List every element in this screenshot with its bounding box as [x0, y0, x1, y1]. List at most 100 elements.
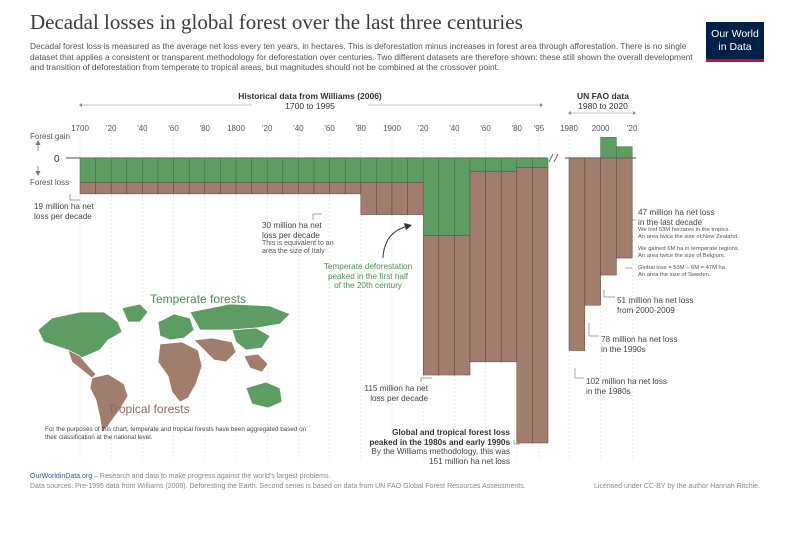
temperate-peak-arrow-head	[404, 223, 412, 230]
bar-temperate	[204, 157, 221, 183]
bar-temperate-gain	[600, 136, 617, 159]
bar-tropical	[469, 170, 486, 363]
bar-tropical	[407, 182, 424, 215]
section-title: UN FAO data	[577, 91, 629, 101]
bar-tropical	[516, 167, 533, 444]
bar-temperate	[157, 157, 174, 183]
chart-subtitle: Decadal forest loss is measured as the a…	[30, 41, 693, 73]
bar-temperate	[376, 157, 393, 183]
bar-temperate	[329, 157, 346, 183]
southeast-asia-shape	[243, 353, 269, 373]
x-tick-label: 1700	[71, 124, 89, 133]
bar-tropical	[422, 235, 440, 376]
bar-tropical	[485, 170, 502, 363]
bar-tropical	[110, 182, 128, 195]
map-tropical-label: Tropical forests	[108, 402, 190, 416]
bar-temperate	[438, 157, 455, 236]
bar-temperate	[422, 157, 440, 236]
annotation-19m: 19 million ha net loss per decade	[34, 202, 94, 221]
range-arrow-left	[568, 111, 571, 115]
x-tick-label: 2000	[592, 124, 610, 133]
axis-break-2	[553, 153, 559, 163]
x-tick-label: '60	[168, 124, 179, 133]
bar-tropical	[235, 182, 252, 195]
footer-site-link[interactable]: OurWorldinData.org	[30, 473, 93, 480]
greenland-shape	[121, 303, 149, 323]
china-shape	[231, 327, 271, 351]
bar-temperate	[532, 157, 549, 168]
bar-tropical	[220, 182, 237, 195]
europe-shape	[157, 313, 195, 341]
temperate-peak-arrow	[382, 225, 409, 259]
x-tick-label: '60	[324, 124, 335, 133]
footer-license: Licensed under CC-BY by the author Hanna…	[594, 483, 761, 490]
owid-logo[interactable]: Our World in Data	[706, 22, 764, 62]
central-america-shape	[67, 349, 97, 379]
bar-tropical	[584, 157, 601, 306]
bar-temperate	[235, 157, 252, 183]
bar-temperate	[454, 157, 471, 236]
x-tick-label: '20	[106, 124, 117, 133]
annotation-30m: 30 million ha net loss per decade	[262, 221, 322, 240]
x-tick-label: '40	[137, 124, 148, 133]
footer-sources: Data sources: Pre-1995 data from William…	[30, 483, 526, 490]
bar-tropical	[157, 182, 174, 195]
x-tick-label: '20	[418, 124, 429, 133]
range-arrow-right	[540, 103, 543, 107]
x-tick-label: '80	[512, 124, 523, 133]
range-arrow-right	[633, 111, 636, 115]
bar-temperate	[344, 157, 362, 183]
bar-tropical	[282, 182, 299, 195]
bar-tropical	[173, 182, 190, 195]
section-title: Historical data from Williams (2006)	[238, 91, 382, 101]
north-america-shape	[37, 311, 123, 361]
bar-tropical	[204, 182, 221, 195]
x-tick-label: '95	[534, 124, 545, 133]
annotation-51m: 51 million ha net loss from 2000-2009	[617, 296, 694, 315]
annotation-151m: By the Williams methodology, this was 151…	[371, 447, 510, 466]
x-tick-label: '20	[262, 124, 273, 133]
section-range: 1700 to 1995	[285, 101, 335, 111]
bar-temperate	[469, 157, 486, 172]
annotation-47m-global: Global loss = 53M – 6M = 47M ha. An area …	[638, 265, 727, 278]
australia-shape	[245, 381, 283, 409]
bar-tropical	[360, 182, 377, 215]
x-tick-label: 1980	[560, 124, 578, 133]
bar-tropical	[500, 170, 518, 363]
x-tick-label: '80	[200, 124, 211, 133]
bar-temperate-gain	[616, 146, 633, 159]
range-arrow-left	[79, 103, 82, 107]
annotation-47m-temperate: We gained 6M ha in temperate regions. An …	[638, 246, 740, 259]
annotation-102m: 102 million ha net loss in the 1980s	[586, 377, 668, 396]
gain-arrow-head	[35, 140, 41, 145]
bar-tropical	[438, 235, 455, 376]
bar-tropical	[298, 182, 315, 195]
loss-arrow-head	[35, 171, 41, 176]
annotation-temperate-peak: Temperate deforestation peaked in the fir…	[323, 262, 413, 290]
bar-tropical	[344, 182, 362, 195]
bar-tropical	[251, 182, 268, 195]
axis-break	[548, 153, 554, 163]
bar-temperate	[126, 157, 143, 183]
bar-temperate	[95, 157, 112, 183]
bar-temperate	[220, 157, 237, 183]
bar-tropical	[95, 182, 112, 195]
bar-tropical	[329, 182, 346, 195]
bar-temperate	[142, 157, 159, 183]
bar-temperate	[298, 157, 315, 183]
annotation-115m: 115 million ha net loss per decade	[364, 384, 428, 403]
annotation-30m-italy: This is equivalent to an area the size of…	[262, 240, 334, 255]
annotation-47m-tropics: We lost 53M hectares in the tropics. An a…	[638, 227, 739, 240]
annotation-78m: 78 million ha net loss in the 1990s	[601, 335, 678, 354]
bar-temperate	[485, 157, 502, 172]
chart-title: Decadal losses in global forest over the…	[30, 10, 523, 34]
bar-tropical	[454, 235, 471, 376]
map-note: For the purposes of this chart, temperat…	[45, 426, 307, 441]
bar-temperate	[266, 157, 284, 183]
bar-tropical	[79, 182, 96, 195]
bar-temperate	[173, 157, 190, 183]
bar-tropical	[126, 182, 143, 195]
bar-tropical	[376, 182, 393, 215]
bar-temperate	[79, 157, 96, 183]
